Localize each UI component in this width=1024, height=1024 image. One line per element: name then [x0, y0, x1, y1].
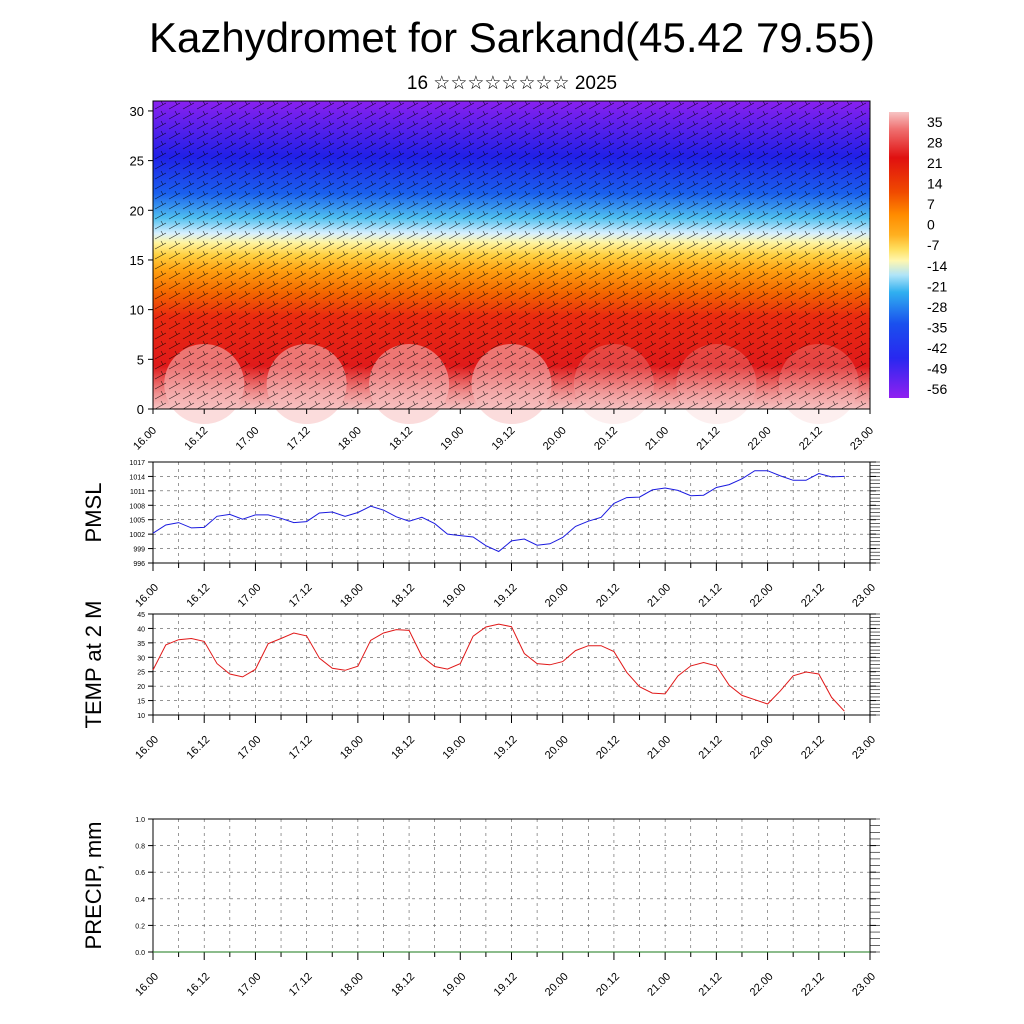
- x-tick-label: 20.00: [543, 971, 571, 999]
- x-tick-label: 18.12: [389, 971, 417, 999]
- x-tick-label: 17.12: [287, 734, 315, 762]
- y-tick-label: 999: [133, 547, 145, 554]
- x-tick-label: 18.00: [338, 734, 366, 762]
- x-tick-label: 22.12: [799, 971, 827, 999]
- x-tick-label: 16.12: [184, 582, 212, 610]
- x-tick-label: 17.12: [287, 971, 315, 999]
- x-tick-label: 16.12: [184, 734, 212, 762]
- x-tick-label: 16.12: [184, 971, 212, 999]
- x-tick-label: 22.12: [799, 582, 827, 610]
- series-line: [152, 470, 845, 553]
- y-tick-label: 1008: [129, 503, 145, 510]
- y-axis-label: PMSL: [81, 483, 106, 543]
- y-axis-label: TEMP at 2 M: [81, 601, 106, 729]
- x-tick-label: 17.00: [236, 971, 264, 999]
- x-tick-label: 23.00: [850, 971, 878, 999]
- x-tick-label: 22.00: [748, 734, 776, 762]
- x-tick-label: 22.00: [748, 971, 776, 999]
- x-tick-label: 20.00: [543, 582, 571, 610]
- x-tick-label: 23.00: [850, 734, 878, 762]
- y-tick-label: 0.8: [135, 844, 145, 851]
- x-tick-label: 16.00: [133, 734, 161, 762]
- y-tick-label: 1011: [130, 489, 145, 496]
- panel-frame: [152, 613, 871, 716]
- y-tick-label: 35: [137, 641, 145, 648]
- x-tick-label: 18.00: [338, 582, 366, 610]
- y-tick-label: 20: [137, 684, 145, 691]
- y-tick-label: 1017: [129, 460, 145, 467]
- y-tick-label: 1014: [129, 474, 145, 481]
- y-tick-label: 1002: [129, 532, 145, 539]
- y-tick-label: 40: [137, 626, 145, 633]
- y-tick-label: 30: [137, 655, 145, 662]
- x-tick-label: 18.12: [389, 582, 417, 610]
- temp-panel: 10 15 20 25 30 35 40 45 16.00 16.12 17.00 17.12 18.0…: [81, 601, 880, 762]
- y-tick-label: 0.4: [135, 897, 145, 904]
- x-tick-label: 16.00: [133, 582, 161, 610]
- x-tick-label: 21.12: [697, 971, 725, 999]
- x-tick-label: 22.12: [799, 734, 827, 762]
- chart-title: Kazhydromet for Sarkand(45.42 79.55): [148, 14, 876, 61]
- x-tick-label: 20.00: [543, 734, 571, 762]
- y-tick-label: 25: [137, 670, 145, 677]
- panel-frame: [152, 461, 871, 564]
- x-tick-label: 20.12: [594, 734, 622, 762]
- y-tick-label: 15: [137, 699, 145, 706]
- x-tick-label: 21.12: [697, 582, 725, 610]
- y-tick-label: 0.0: [135, 950, 145, 957]
- x-tick-label: 22.00: [748, 582, 776, 610]
- y-tick-label: 996: [133, 561, 145, 568]
- y-tick-label: 10: [137, 713, 145, 720]
- x-tick-label: 18.00: [338, 971, 366, 999]
- x-tick-label: 21.00: [645, 582, 673, 610]
- x-tick-label: 19.12: [492, 582, 520, 610]
- x-tick-label: 23.00: [850, 582, 878, 610]
- x-tick-label: 21.00: [645, 734, 673, 762]
- x-tick-label: 20.12: [594, 582, 622, 610]
- x-tick-label: 18.12: [389, 734, 417, 762]
- y-tick-label: 45: [137, 612, 145, 619]
- x-tick-label: 19.12: [492, 734, 520, 762]
- y-tick-label: 0.6: [135, 870, 145, 877]
- series-line: [152, 623, 845, 712]
- x-tick-label: 16.00: [133, 971, 161, 999]
- x-tick-label: 17.12: [287, 582, 315, 610]
- pmsl-panel: 996 999 1002 1005 1008 1011 1014 1017 16.00 16.12…: [81, 460, 880, 610]
- x-tick-label: 17.00: [236, 734, 264, 762]
- x-tick-label: 19.12: [492, 971, 520, 999]
- x-tick-label: 20.12: [594, 971, 622, 999]
- x-tick-label: 21.12: [697, 734, 725, 762]
- chart-subtitle: 16 ☆☆☆☆☆☆☆☆ 2025: [406, 73, 618, 94]
- x-tick-label: 19.00: [440, 582, 468, 610]
- y-tick-label: 1005: [129, 518, 145, 525]
- x-tick-label: 19.00: [440, 971, 468, 999]
- x-tick-label: 19.00: [440, 734, 468, 762]
- x-tick-label: 17.00: [236, 582, 264, 610]
- precip-panel: 0.0 0.2 0.4 0.6 0.8 1.0 16.00 16.12 17.00 17.12 18…: [81, 817, 880, 999]
- y-axis-label: PRECIP, mm: [81, 822, 106, 950]
- y-tick-label: 1.0: [135, 817, 145, 824]
- x-tick-label: 21.00: [645, 971, 673, 999]
- y-tick-label: 0.2: [135, 923, 145, 930]
